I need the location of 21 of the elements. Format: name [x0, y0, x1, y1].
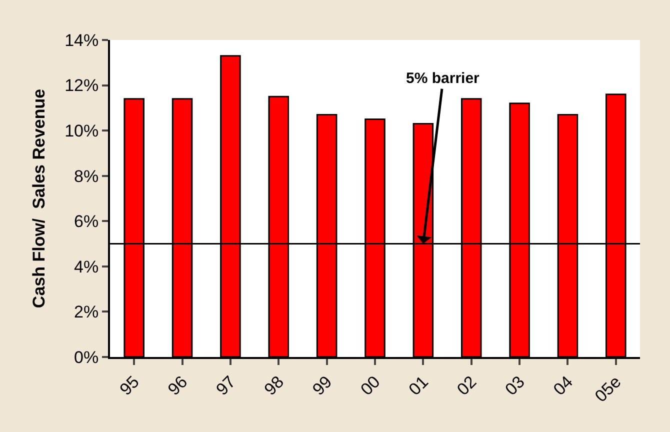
x-tick-label: 04	[550, 372, 577, 400]
y-tick-label: 0%	[74, 348, 99, 367]
y-tick-label: 2%	[74, 302, 99, 322]
x-tick-label: 97	[212, 372, 240, 400]
y-axis-title: Cash Flow/ Sales Revenue	[30, 88, 49, 308]
x-tick-label: 03	[502, 372, 528, 400]
x-tick-label: 96	[164, 372, 192, 400]
x-tick-label: 05e	[591, 372, 625, 406]
x-tick-label: 99	[308, 372, 336, 400]
x-tick-label: 00	[357, 372, 384, 400]
x-tick-label: 95	[116, 372, 143, 400]
y-tick-label: 4%	[74, 257, 99, 276]
y-tick-label: 14%	[64, 30, 99, 50]
x-tick-label: 01	[405, 372, 432, 400]
x-tick-label: 98	[260, 372, 288, 400]
y-tick-label: 12%	[64, 76, 99, 96]
y-tick-label: 10%	[64, 122, 99, 141]
y-tick-label: 8%	[74, 166, 99, 186]
annotation: 5% barrier	[406, 70, 480, 87]
x-tick-label: 02	[453, 372, 480, 400]
y-tick-label: 6%	[74, 212, 99, 232]
